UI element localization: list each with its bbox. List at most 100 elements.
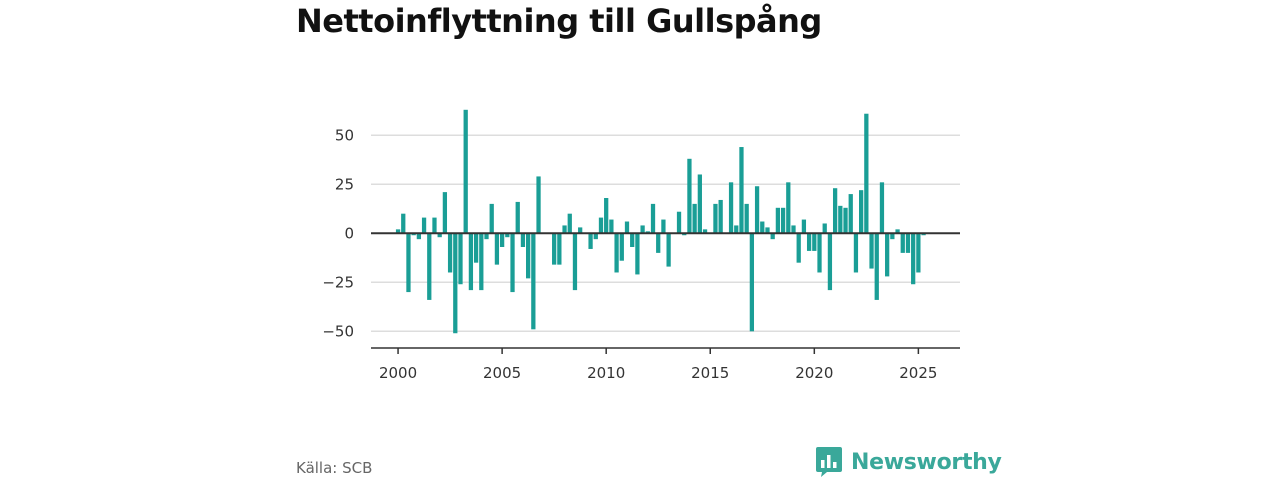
bar [687, 158, 692, 234]
bar [905, 233, 911, 253]
bar [754, 186, 760, 234]
bar [692, 203, 697, 234]
bar [791, 225, 796, 234]
bar [609, 219, 614, 234]
page-title: Nettoinflyttning till Gullspång [296, 2, 822, 40]
bar-series [395, 109, 926, 334]
bar [765, 227, 770, 234]
source-note: Källa: SCB [296, 459, 373, 477]
bar-chart-speech-bubble-icon [816, 447, 842, 477]
bar [432, 217, 437, 234]
y-tick-label: 25 [335, 175, 354, 193]
bar [744, 203, 749, 234]
bar [562, 225, 567, 234]
bar [900, 233, 905, 253]
bar [911, 233, 916, 285]
bar [479, 233, 484, 291]
bar [619, 233, 624, 261]
bar [552, 233, 557, 265]
bar [401, 213, 406, 234]
bar [531, 233, 536, 330]
bar [666, 233, 671, 267]
bar [557, 233, 562, 265]
bar [885, 233, 890, 277]
bar [853, 233, 859, 273]
brand-name: Newsworthy [851, 449, 1002, 475]
bar [838, 205, 843, 234]
y-tick-label: −50 [322, 322, 354, 340]
bar [734, 225, 739, 234]
bar [775, 207, 781, 234]
bar [484, 233, 489, 240]
bar [661, 219, 666, 234]
bar [801, 219, 807, 234]
axes [371, 232, 960, 354]
bar-chart: −50 −25 0 25 50 2000 2005 2010 2015 2020 2025 [322, 109, 960, 382]
bar [489, 203, 494, 234]
x-tick-label: 2000 [379, 364, 417, 382]
bar [578, 227, 583, 234]
bar [499, 233, 505, 247]
bar [890, 233, 895, 240]
bar [827, 233, 833, 291]
x-tick-label: 2010 [587, 364, 625, 382]
bar [536, 176, 541, 234]
bar [697, 174, 702, 234]
bar [786, 182, 791, 234]
bar [421, 217, 427, 234]
bar [614, 233, 619, 273]
x-tick-label: 2020 [795, 364, 833, 382]
bar [676, 211, 682, 234]
y-tick-label: 0 [344, 224, 354, 242]
bar [895, 229, 900, 234]
bar [437, 233, 442, 238]
bar [817, 233, 822, 273]
bar [749, 233, 755, 332]
bar [770, 233, 775, 240]
bar [515, 201, 520, 234]
bar [447, 233, 453, 273]
bar [916, 233, 921, 273]
y-tick-label: 50 [335, 126, 354, 144]
bar [598, 217, 604, 234]
bar [635, 233, 640, 275]
bar [520, 233, 526, 247]
bar [463, 109, 468, 234]
bar [505, 233, 510, 238]
bar [848, 194, 853, 234]
bar [604, 198, 609, 234]
x-tick-label: 2025 [899, 364, 937, 382]
bar [656, 233, 661, 253]
bar [395, 229, 401, 234]
bar [869, 233, 874, 269]
x-tick-label: 2015 [691, 364, 729, 382]
tick-labels: −50 −25 0 25 50 2000 2005 2010 2015 2020 2025 [322, 126, 937, 382]
bar [832, 188, 838, 234]
bar [510, 233, 515, 293]
bar [442, 192, 448, 234]
bar [864, 113, 869, 234]
y-tick-label: −25 [322, 273, 354, 291]
bar [468, 233, 474, 291]
bar [593, 233, 598, 240]
bar [806, 233, 812, 251]
bar [728, 182, 734, 234]
bar [640, 225, 645, 234]
x-tick-label: 2005 [483, 364, 521, 382]
bar [473, 233, 479, 263]
bar [796, 233, 801, 263]
bar [859, 190, 864, 234]
bar [760, 221, 765, 234]
bar [588, 233, 593, 249]
bar [780, 207, 786, 234]
bar [650, 203, 656, 234]
bar [427, 233, 432, 300]
bar [567, 213, 572, 234]
bar [494, 233, 500, 265]
bar [453, 233, 458, 334]
bar [526, 233, 531, 279]
bar [416, 233, 422, 240]
bar [812, 233, 817, 251]
bar [406, 233, 411, 293]
bar [458, 233, 463, 285]
